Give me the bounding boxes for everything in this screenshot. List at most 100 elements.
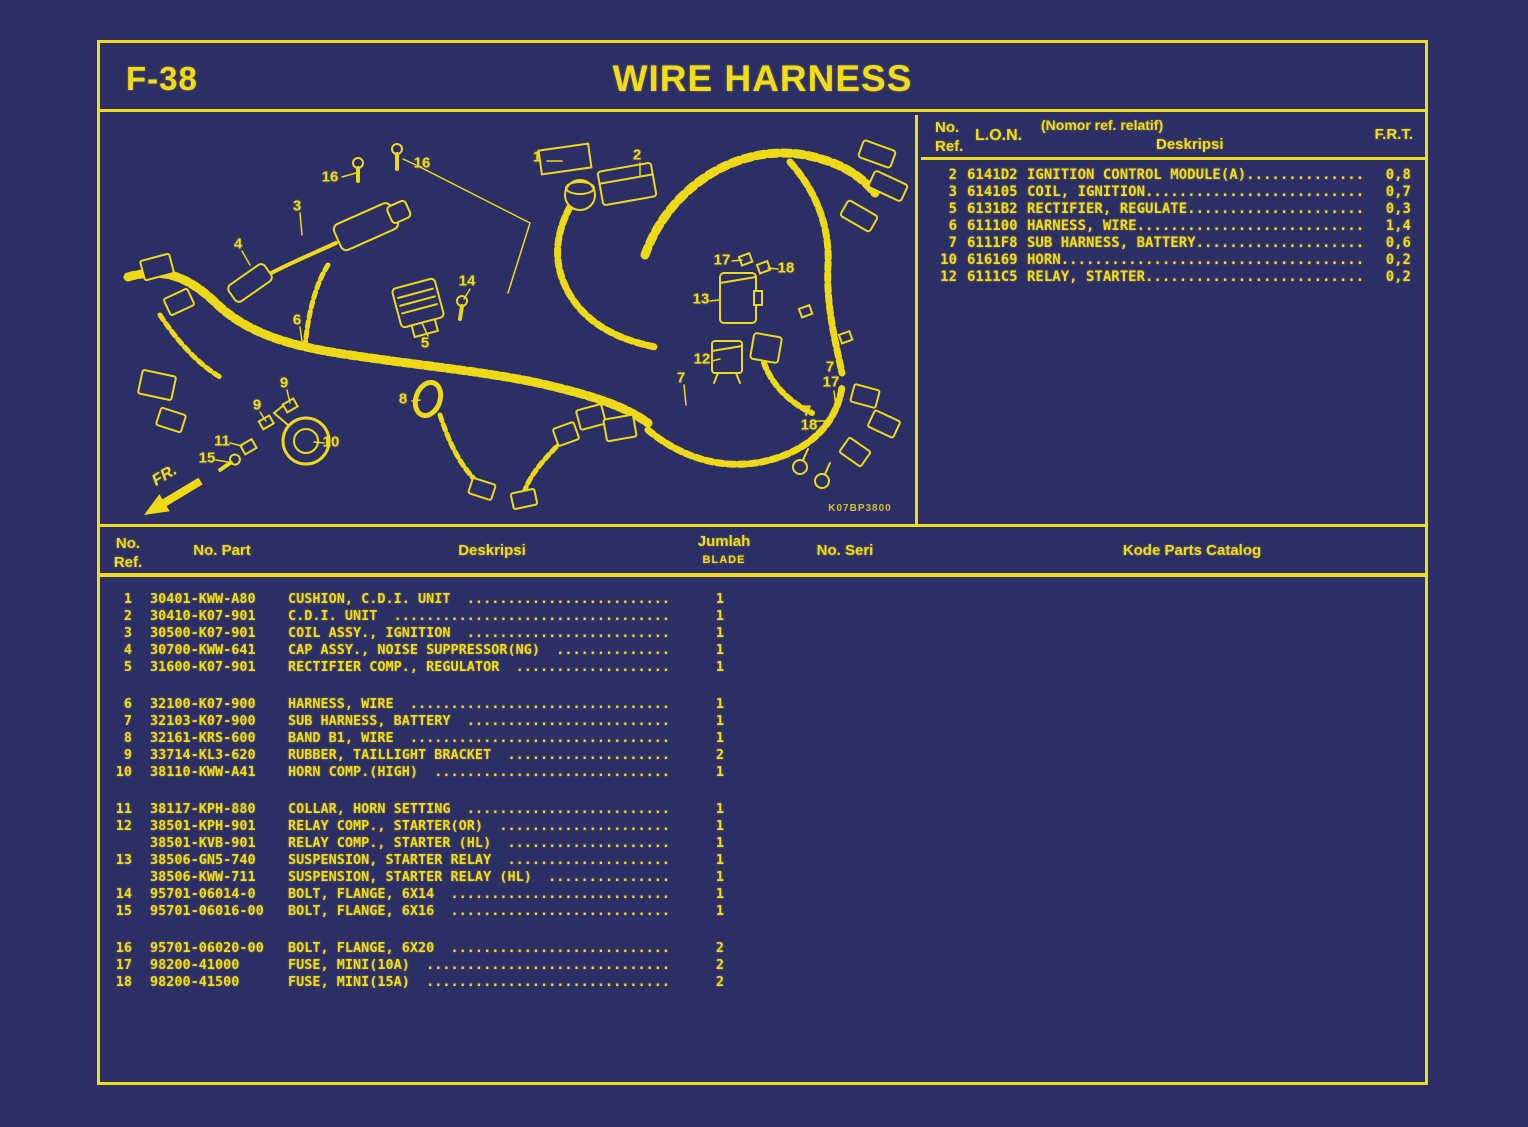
- parts-row-part-number: 38501-KVB-901: [150, 835, 256, 851]
- diagram-callout-8: 8: [398, 390, 408, 408]
- diagram-callout-3: 3: [292, 197, 302, 215]
- parts-row: 5 31600-K07-901 RECTIFIER COMP., REGULATOR…: [100, 659, 1425, 676]
- harness-illustration: [123, 139, 909, 515]
- diagram-callout-9: 9: [279, 374, 289, 392]
- parts-row-desc: BAND B1, WIRE ..........................…: [288, 730, 671, 746]
- lon-row-code: 6131B2: [967, 201, 1018, 217]
- parts-row: 38506-KWW-711 SUSPENSION, STARTER RELAY (…: [100, 869, 1425, 886]
- parts-row-desc: COIL ASSY., IGNITION ...................…: [288, 625, 671, 641]
- diagram-code: K07BP3800: [828, 503, 892, 514]
- harness-diagram: 1 2 16 16 3 4 14 5 6 9 9 8 11 15 10 17 18 13 12 7 7 17 7 18 FR.…: [100, 115, 918, 527]
- diagram-callout-18: 18: [777, 259, 795, 277]
- col-jumlah: Jumlah BLADE: [697, 533, 751, 566]
- parts-row-part-number: 98200-41500: [150, 974, 240, 990]
- col-deskripsi: Deskripsi: [458, 542, 526, 559]
- parts-row-part-number: 98200-41000: [150, 957, 240, 973]
- parts-row-part-number: 32100-K07-900: [150, 696, 256, 712]
- lon-row-frt: 0,2: [1385, 252, 1411, 268]
- main-area: 1 2 16 16 3 4 14 5 6 9 9 8 11 15 10 17 18 13 12 7 7 17 7 18 FR.…: [100, 115, 1425, 527]
- parts-row-ref: 13: [115, 852, 132, 868]
- diagram-callout-12: 12: [693, 350, 711, 368]
- parts-row-qty: 1: [715, 713, 724, 729]
- diagram-callout-10: 10: [322, 433, 340, 451]
- parts-row-part-number: 31600-K07-901: [150, 659, 256, 675]
- col-relative-note: (Nomor ref. relatif): [1041, 117, 1164, 133]
- diagram-callout-11: 11: [214, 432, 230, 450]
- lon-row-desc: HORN....................................: [1027, 252, 1365, 268]
- parts-row-part-number: 95701-06020-00: [150, 940, 264, 956]
- parts-row-ref: 6: [123, 696, 132, 712]
- parts-row-qty: 1: [715, 608, 724, 624]
- parts-row-ref: 8: [123, 730, 132, 746]
- fr-arrow-icon: [144, 477, 203, 515]
- parts-row-qty: 1: [715, 886, 724, 902]
- lon-row-desc: COIL, IGNITION..........................: [1027, 184, 1365, 200]
- parts-row-desc: CUSHION, C.D.I. UNIT ...................…: [288, 591, 671, 607]
- lon-table: No. Ref. L.O.N. (Nomor ref. relatif) Des…: [921, 115, 1425, 527]
- parts-row-ref: 18: [115, 974, 132, 990]
- parts-row-qty: 1: [715, 869, 724, 885]
- parts-row-part-number: 95701-06014-0: [150, 886, 256, 902]
- parts-row-qty: 1: [715, 852, 724, 868]
- parts-row-qty: 1: [715, 730, 724, 746]
- parts-row-ref: 11: [115, 801, 132, 817]
- parts-table-header: No. Ref. No. Part Deskripsi Jumlah BLADE…: [100, 530, 1425, 577]
- page-header: F-38 WIRE HARNESS: [100, 43, 1425, 112]
- page-frame: F-38 WIRE HARNESS: [97, 40, 1428, 1085]
- parts-group: 16 95701-06020-00 BOLT, FLANGE, 6X20 .....…: [100, 940, 1425, 991]
- page-title: WIRE HARNESS: [612, 58, 913, 99]
- parts-row: 3 30500-K07-901 COIL ASSY., IGNITION .....…: [100, 625, 1425, 642]
- lon-row-ref: 7: [948, 235, 957, 251]
- lon-row: 12 6111C5 RELAY, STARTER..................…: [921, 269, 1425, 286]
- lon-row: 2 6141D2 IGNITION CONTROL MODULE(A).......…: [921, 167, 1425, 184]
- lon-row-frt: 0,3: [1385, 201, 1411, 217]
- lon-row-desc: SUB HARNESS, BATTERY....................: [1027, 235, 1365, 251]
- parts-row: 10 38110-KWW-A41 HORN COMP.(HIGH) ........…: [100, 764, 1425, 781]
- parts-row-qty: 1: [715, 764, 724, 780]
- col-no-ref: No. Ref.: [935, 119, 964, 155]
- parts-row-desc: BOLT, FLANGE, 6X14 .....................…: [288, 886, 671, 902]
- parts-row-part-number: 30401-KWW-A80: [150, 591, 256, 607]
- lon-row-desc: IGNITION CONTROL MODULE(A)..............: [1027, 167, 1365, 183]
- lon-row-ref: 2: [948, 167, 957, 183]
- lon-row-frt: 0,7: [1385, 184, 1411, 200]
- parts-row-ref: 12: [115, 818, 132, 834]
- col-frt: F.R.T.: [1374, 126, 1413, 143]
- parts-row: 9 33714-KL3-620 RUBBER, TAILLIGHT BRACKET …: [100, 747, 1425, 764]
- col-no-seri: No. Seri: [816, 542, 874, 559]
- parts-row-ref: 2: [123, 608, 132, 624]
- parts-row: 16 95701-06020-00 BOLT, FLANGE, 6X20 .....…: [100, 940, 1425, 957]
- lon-row-code: 6111F8: [967, 235, 1018, 251]
- parts-row-ref: 5: [123, 659, 132, 675]
- parts-row-ref: 9: [123, 747, 132, 763]
- parts-row-desc: HORN COMP.(HIGH) .......................…: [288, 764, 671, 780]
- col-no-ref: No. Ref.: [113, 535, 143, 571]
- col-deskripsi: Deskripsi: [1156, 136, 1224, 153]
- parts-row-qty: 2: [715, 940, 724, 956]
- lon-row-desc: RECTIFIER, REGULATE.....................: [1027, 201, 1365, 217]
- diagram-callout-18: 18: [800, 416, 818, 434]
- lon-row-code: 6141D2: [967, 167, 1018, 183]
- lon-row-code: 616169: [967, 252, 1018, 268]
- parts-row-part-number: 38506-KWW-711: [150, 869, 256, 885]
- parts-row: 4 30700-KWW-641 CAP ASSY., NOISE SUPPRESSO…: [100, 642, 1425, 659]
- lon-row: 6 611100 HARNESS, WIRE....................…: [921, 218, 1425, 235]
- parts-row: 17 98200-41000 FUSE, MINI(10A) ...........…: [100, 957, 1425, 974]
- parts-row-qty: 2: [715, 747, 724, 763]
- parts-row-desc: RELAY COMP., STARTER(OR) ...............…: [288, 818, 671, 834]
- diagram-callout-16: 16: [321, 168, 339, 186]
- parts-row-desc: FUSE, MINI(10A) ........................…: [288, 957, 671, 973]
- parts-row-part-number: 38501-KPH-901: [150, 818, 256, 834]
- parts-row-ref: 7: [123, 713, 132, 729]
- parts-group: 6 32100-K07-900 HARNESS, WIRE ............…: [100, 696, 1425, 781]
- diagram-callout-6: 6: [292, 311, 302, 329]
- page-code: F-38: [126, 60, 198, 97]
- parts-row-part-number: 95701-06016-00: [150, 903, 264, 919]
- parts-row-qty: 2: [715, 957, 724, 973]
- parts-row-part-number: 30700-KWW-641: [150, 642, 256, 658]
- parts-row-ref: 4: [123, 642, 132, 658]
- parts-row-desc: BOLT, FLANGE, 6X16 .....................…: [288, 903, 671, 919]
- parts-row-part-number: 38110-KWW-A41: [150, 764, 256, 780]
- parts-row-ref: 14: [115, 886, 132, 902]
